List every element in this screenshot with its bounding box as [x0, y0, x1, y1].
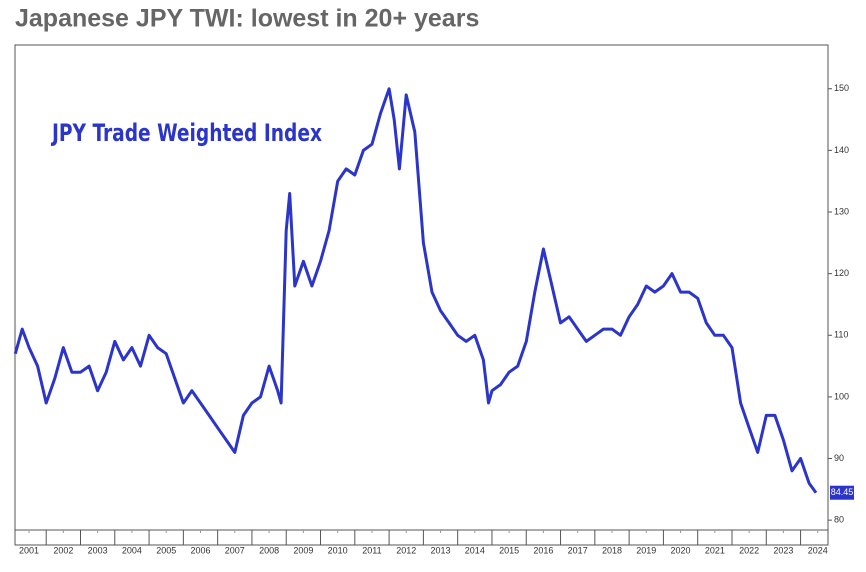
x-tick-label: 2006 [190, 545, 210, 555]
x-tick-label: 2024 [808, 545, 828, 555]
x-tick-label: 2001 [19, 545, 39, 555]
x-tick-label: 2010 [328, 545, 348, 555]
y-tick-label: 150 [834, 83, 849, 93]
y-tick-label: 100 [834, 391, 849, 401]
x-tick-label: 2005 [156, 545, 176, 555]
y-tick-label: 110 [834, 330, 848, 340]
chart-title: Japanese JPY TWI: lowest in 20+ years [15, 5, 479, 33]
series-label: JPY Trade Weighted Index [50, 119, 322, 147]
y-tick-label: 140 [834, 145, 849, 155]
y-tick-label: 80 [834, 515, 844, 525]
x-tick-label: 2014 [465, 545, 485, 555]
x-tick-label: 2020 [671, 545, 691, 555]
x-tick-label: 2002 [53, 545, 73, 555]
x-tick-label: 2018 [602, 545, 622, 555]
y-tick-label: 90 [834, 453, 844, 463]
y-tick-label: 130 [834, 206, 849, 216]
plot-frame [14, 44, 829, 546]
x-tick-label: 2023 [773, 545, 793, 555]
x-tick-label: 2011 [362, 545, 381, 555]
y-tick-label: 120 [834, 268, 849, 278]
x-tick-label: 2016 [533, 545, 553, 555]
x-tick-label: 2009 [293, 545, 313, 555]
end-label-box [830, 485, 854, 500]
x-tick-label: 2017 [568, 545, 588, 555]
x-tick-label: 2008 [259, 545, 279, 555]
x-tick-label: 2022 [739, 545, 759, 555]
x-tick-label: 2019 [636, 545, 656, 555]
x-tick-label: 2004 [122, 545, 142, 555]
x-tick-label: 2013 [431, 545, 451, 555]
end-label: 84.45 [831, 487, 854, 497]
x-tick-label: 2007 [225, 545, 245, 555]
x-tick-label: 2012 [396, 545, 416, 555]
x-tick-label: 2021 [705, 545, 725, 555]
x-tick-label: 2003 [88, 545, 108, 555]
series-line [13, 87, 818, 494]
x-tick-label: 2015 [499, 545, 519, 555]
